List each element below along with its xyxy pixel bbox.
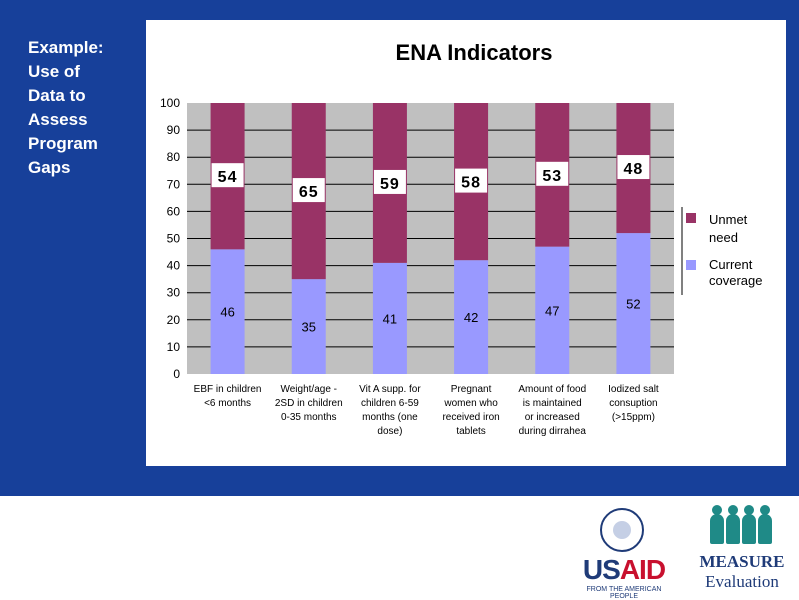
usaid-wordmark: USAID [582, 554, 666, 585]
data-label-coverage: 42 [464, 310, 478, 325]
chart-svg: 0 10 20 30 40 50 60 70 80 90 100 46 54 EBF in childre… [160, 96, 763, 437]
usaid-logo: USAID FROM THE AMERICAN PEOPLE [572, 506, 676, 600]
x-tick-label: tablets [456, 426, 485, 437]
side-caption-line: Data to [28, 86, 86, 105]
x-tick-label: (>15ppm) [612, 412, 655, 423]
y-tick-label: 30 [167, 286, 181, 300]
y-tick-label: 60 [167, 204, 181, 218]
data-label-coverage: 35 [302, 320, 316, 335]
data-label-coverage: 46 [220, 305, 234, 320]
y-tick-label: 100 [160, 96, 180, 110]
x-tick-label: months (one [362, 412, 418, 423]
x-tick-label: <6 months [204, 398, 251, 409]
x-tick-label: dose) [377, 426, 402, 437]
side-caption: Example: Use of Data to Assess Program G… [28, 36, 138, 180]
side-caption-line: Example: [28, 38, 104, 57]
data-label-unmet: 65 [299, 184, 319, 201]
data-label-coverage: 47 [545, 303, 559, 318]
y-tick-label: 0 [173, 367, 180, 381]
bar-coverage [535, 246, 570, 374]
x-tick-label: Weight/age - [280, 384, 337, 395]
data-label-unmet: 58 [461, 175, 481, 192]
legend-swatch-unmet [686, 213, 696, 223]
bar-coverage [372, 262, 407, 374]
bar-coverage [454, 260, 489, 374]
y-tick-label: 20 [167, 313, 181, 327]
y-tick-label: 70 [167, 177, 181, 191]
x-tick-label: received iron [442, 412, 499, 423]
y-tick-label: 90 [167, 123, 181, 137]
data-label-unmet: 59 [380, 176, 400, 193]
bar-coverage [210, 249, 245, 374]
logo-bar: USAID FROM THE AMERICAN PEOPLE MEASURE E… [0, 496, 799, 600]
x-tick-label: is maintained [523, 398, 582, 409]
y-tick-label: 50 [167, 232, 181, 246]
x-tick-label: 0-35 months [281, 412, 337, 423]
data-label-box [292, 178, 325, 203]
data-label-box [455, 168, 488, 193]
x-tick-label: Iodized salt [608, 384, 659, 395]
legend-label-coverage: Current [709, 257, 753, 272]
measure-subtitle: Evaluation [705, 572, 779, 591]
y-tick-label: 40 [167, 259, 181, 273]
x-tick-label: 2SD in children [275, 398, 343, 409]
x-tick-label: EBF in children [194, 384, 262, 395]
data-label-unmet: 54 [218, 169, 238, 186]
data-label-box [373, 169, 406, 194]
x-tick-label: Amount of food [518, 384, 586, 395]
data-label-box [211, 163, 244, 188]
data-label-coverage: 41 [383, 311, 397, 326]
legend-label-unmet: Unmet [709, 212, 748, 227]
side-caption-line: Gaps [28, 158, 71, 177]
legend-swatch-coverage [686, 260, 696, 270]
data-label-unmet: 48 [624, 161, 644, 178]
data-label-box [617, 155, 650, 180]
legend-label-unmet: need [709, 230, 738, 245]
data-label-unmet: 53 [542, 168, 562, 185]
data-label-coverage: 52 [626, 297, 640, 312]
usaid-tagline: FROM THE AMERICAN PEOPLE [586, 586, 662, 600]
usaid-seal-icon [600, 508, 644, 552]
x-tick-label: Vit A supp. for [359, 384, 421, 395]
x-tick-label: children 6-59 [361, 398, 419, 409]
bar-coverage [616, 233, 651, 374]
legend-label-coverage: coverage [709, 273, 762, 288]
x-tick-label: or increased [525, 412, 580, 423]
x-tick-label: Pregnant [451, 384, 492, 395]
chart-container: ENA Indicators 0 10 20 30 40 50 60 70 80 90 100 46 5… [146, 20, 786, 466]
side-caption-line: Use of [28, 62, 80, 81]
bar-coverage [291, 279, 326, 374]
measure-wordmark: MEASURE [699, 552, 785, 571]
side-caption-line: Assess [28, 110, 88, 129]
chart-title: ENA Indicators [395, 40, 553, 65]
side-caption-line: Program [28, 134, 98, 153]
x-tick-label: during dirrahea [519, 426, 587, 437]
y-tick-label: 80 [167, 150, 181, 164]
y-tick-label: 10 [167, 340, 181, 354]
measure-logo: MEASURE Evaluation [694, 505, 790, 596]
people-figures-icon [710, 505, 774, 548]
data-label-box [536, 161, 569, 186]
x-tick-label: consuption [609, 398, 657, 409]
x-tick-label: women who [443, 398, 498, 409]
